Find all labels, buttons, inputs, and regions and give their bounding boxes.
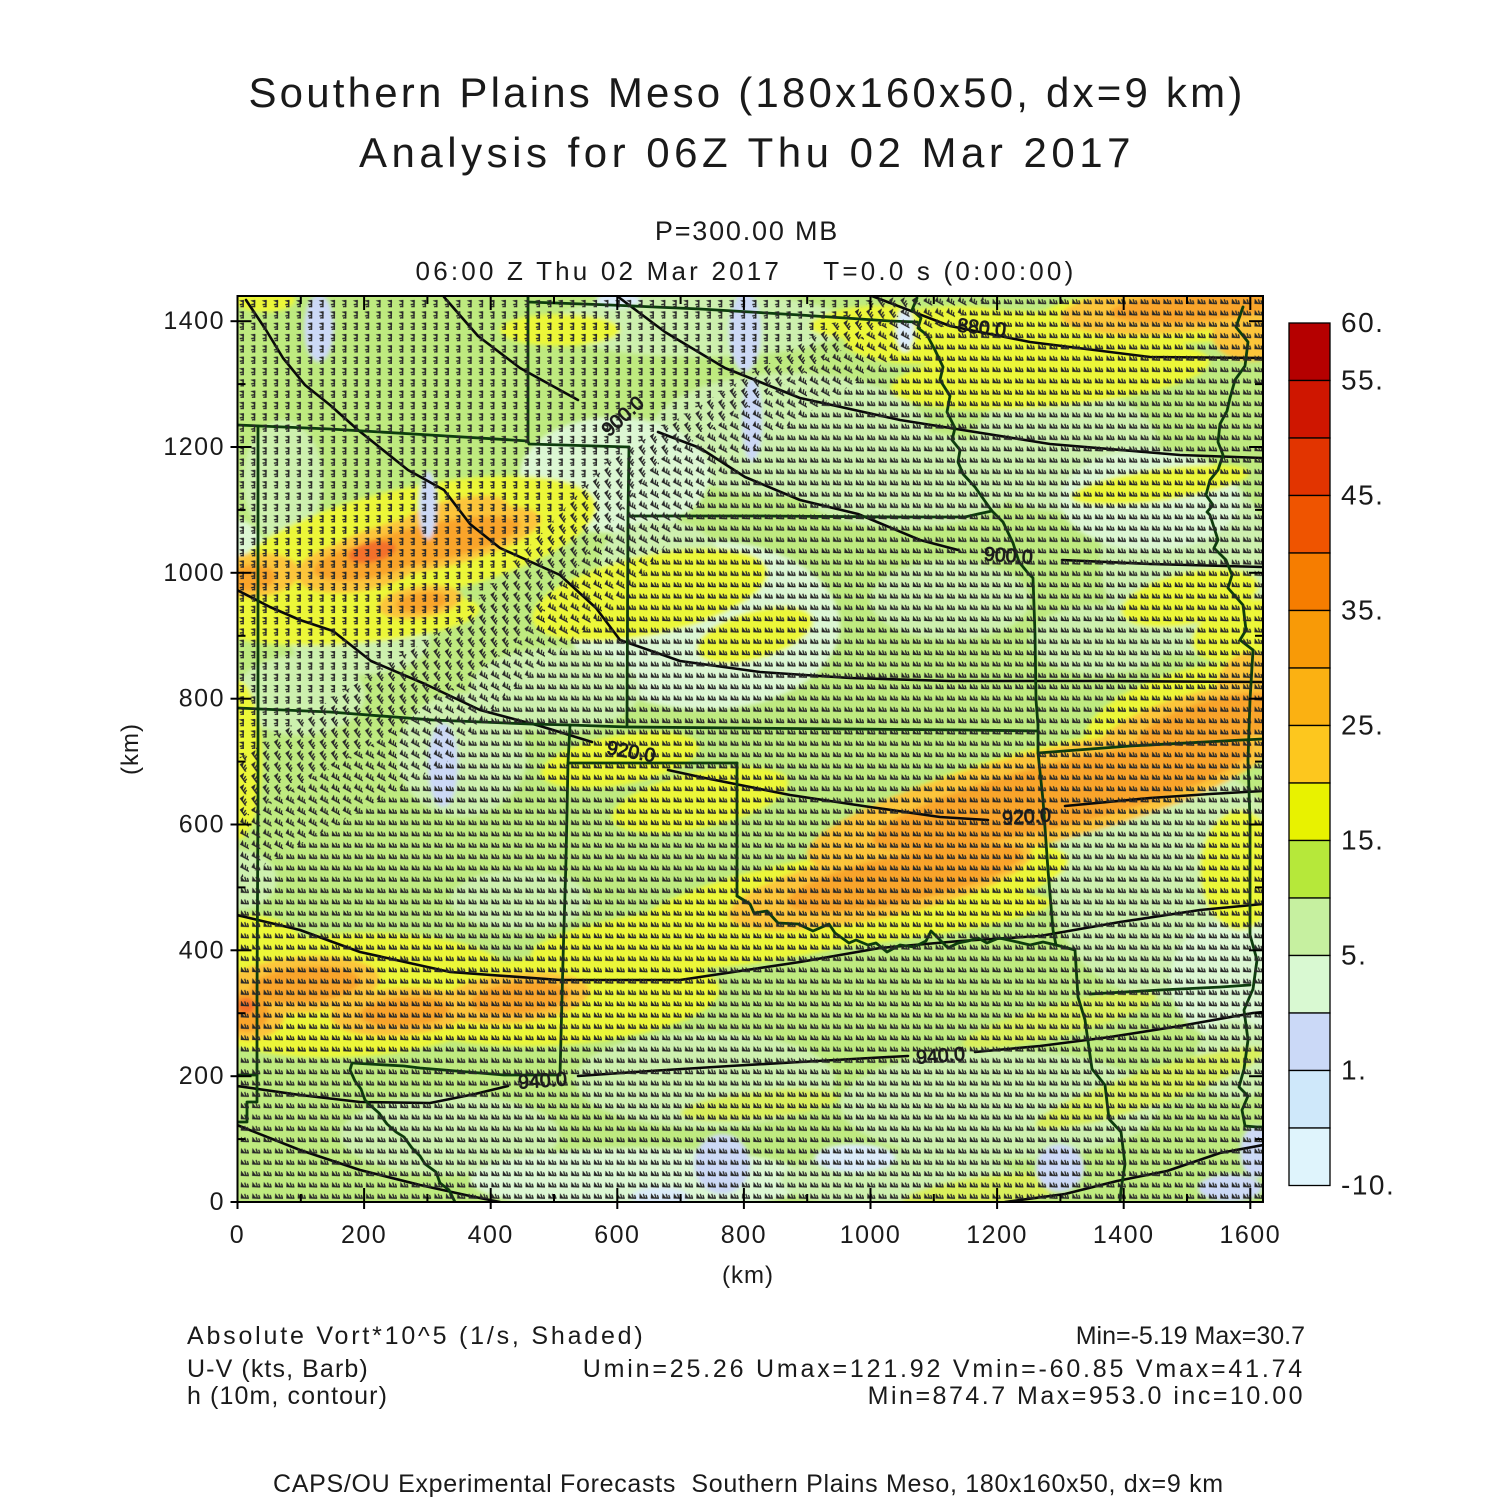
svg-text:Southern Plains Meso (180x160x: Southern Plains Meso (180x160x50, dx=9 k… [248,69,1245,116]
svg-text:1400: 1400 [163,307,225,335]
svg-text:15.: 15. [1341,825,1384,856]
svg-text:06:00 Z Thu 02 Mar 2017 T=0: 06:00 Z Thu 02 Mar 2017 T=0.0 s (0:00:00… [416,256,1077,286]
svg-text:25.: 25. [1341,710,1384,741]
svg-text:-10.: -10. [1341,1170,1395,1201]
svg-text:200: 200 [341,1221,387,1249]
svg-text:880.0: 880.0 [956,315,1007,342]
svg-text:Min=874.7 Max=953.0 inc=10.00: Min=874.7 Max=953.0 inc=10.00 [868,1382,1305,1410]
svg-text:55.: 55. [1341,365,1384,396]
svg-text:35.: 35. [1341,595,1384,626]
svg-text:Min=-5.19 Max=30.7: Min=-5.19 Max=30.7 [1076,1322,1305,1350]
svg-text:940.0: 940.0 [517,1068,567,1093]
svg-text:(km): (km) [722,1262,774,1289]
svg-text:800: 800 [179,685,225,713]
svg-text:1000: 1000 [840,1221,902,1249]
svg-text:400: 400 [468,1221,514,1249]
svg-text:200: 200 [179,1062,225,1090]
svg-text:P=300.00 MB: P=300.00 MB [655,216,839,246]
svg-text:45.: 45. [1341,480,1384,511]
svg-text:60.: 60. [1341,307,1384,338]
svg-text:Umin=25.26 Umax=121.92 Vmin=-6: Umin=25.26 Umax=121.92 Vmin=-60.85 Vmax=… [583,1355,1305,1383]
svg-text:800: 800 [721,1221,767,1249]
svg-text:(km): (km) [117,723,144,775]
svg-text:1000: 1000 [163,559,225,587]
svg-text:0: 0 [210,1188,225,1216]
svg-text:900.0: 900.0 [983,543,1033,568]
svg-text:h (10m, contour): h (10m, contour) [187,1382,388,1410]
svg-text:1.: 1. [1341,1055,1367,1086]
svg-text:400: 400 [179,936,225,964]
svg-text:0: 0 [230,1221,245,1249]
svg-text:Analysis for 06Z Thu 02 Mar 20: Analysis for 06Z Thu 02 Mar 2017 [359,129,1135,176]
svg-text:920.0: 920.0 [1001,804,1051,829]
svg-text:1200: 1200 [163,433,225,461]
svg-text:U-V (kts, Barb): U-V (kts, Barb) [187,1355,369,1383]
svg-text:1200: 1200 [966,1221,1028,1249]
svg-text:Absolute Vort*10^5 (1/s, Shade: Absolute Vort*10^5 (1/s, Shaded) [187,1322,646,1350]
svg-text:1400: 1400 [1093,1221,1155,1249]
svg-text:CAPS/OU Experimental Forecasts: CAPS/OU Experimental Forecasts Southern … [273,1470,1224,1498]
svg-text:1600: 1600 [1219,1221,1281,1249]
svg-text:5.: 5. [1341,940,1367,971]
svg-text:940.0: 940.0 [915,1043,965,1068]
svg-text:600: 600 [179,811,225,839]
svg-text:600: 600 [594,1221,640,1249]
